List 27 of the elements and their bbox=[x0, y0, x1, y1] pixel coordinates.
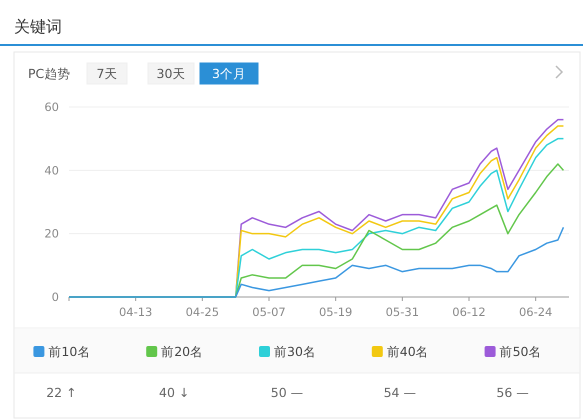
y-tick-label: 60 bbox=[44, 100, 59, 114]
legend-label: 前40名 bbox=[386, 344, 429, 359]
line-series bbox=[68, 226, 564, 298]
y-tick-label: 0 bbox=[52, 290, 59, 304]
y-tick-label: 20 bbox=[44, 226, 59, 241]
text: PC趋势 bbox=[28, 66, 70, 81]
chart-title: 关键词 bbox=[14, 17, 62, 36]
text: 40 ↓ bbox=[159, 385, 190, 400]
text: 3个月 bbox=[212, 66, 246, 81]
x-tick-label: 05-19 bbox=[318, 305, 352, 319]
text: 7天 bbox=[96, 66, 118, 81]
x-tick-label: 06-12 bbox=[452, 305, 486, 319]
x-tick-label: 06-24 bbox=[518, 305, 552, 319]
x-tick-label: 05-31 bbox=[386, 305, 420, 319]
text: 54 — bbox=[384, 385, 416, 400]
x-tick-label: 05-07 bbox=[252, 305, 286, 319]
legend-label: 前10名 bbox=[48, 344, 90, 359]
text: 22 ↑ bbox=[46, 385, 77, 400]
text: 30天 bbox=[156, 66, 186, 81]
x-tick-label: 04-25 bbox=[186, 305, 220, 319]
y-tick-label: 40 bbox=[44, 163, 59, 178]
legend-label: 前30名 bbox=[274, 344, 316, 359]
legend-label: 前20名 bbox=[161, 344, 204, 359]
text: 56 — bbox=[496, 385, 529, 400]
x-tick-label: 04-13 bbox=[118, 305, 152, 319]
legend-label: 前50名 bbox=[500, 344, 542, 359]
text: 50 — bbox=[270, 385, 304, 400]
